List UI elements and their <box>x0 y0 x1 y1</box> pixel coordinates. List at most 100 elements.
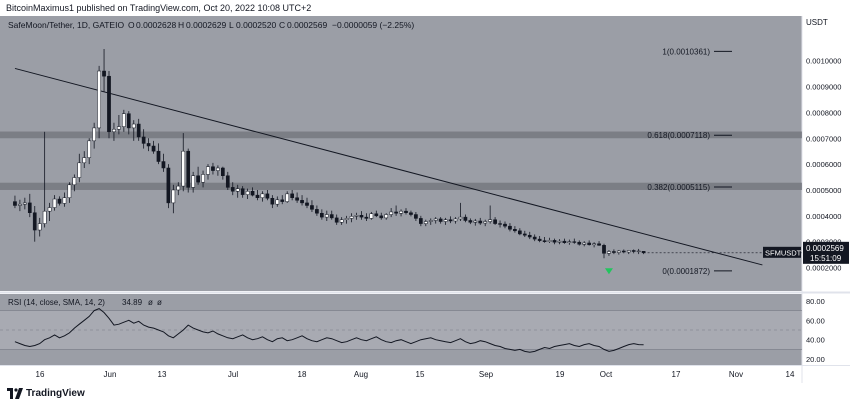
candle-body <box>151 145 156 152</box>
candle-body <box>562 240 567 243</box>
ticker-tag-bg <box>763 246 801 258</box>
footer-brand: TradingView <box>26 388 85 399</box>
ticker-tag: SFMUSDT <box>765 248 802 257</box>
candle-body <box>77 162 82 178</box>
candle-body <box>42 210 47 224</box>
time-tick-1: Jun <box>104 370 117 379</box>
candle-body <box>468 220 473 223</box>
candle-body <box>409 212 413 215</box>
price-tick-3: 0.0007000 <box>806 134 841 143</box>
time-tick-8: 19 <box>556 370 565 379</box>
price-tick-0: 0.0010000 <box>806 57 841 66</box>
fib-label-0: 1(0.0010361) <box>662 47 710 56</box>
candle-body <box>453 218 458 222</box>
candle-body <box>23 202 27 205</box>
candle-body <box>389 211 393 215</box>
legend-low-label: L <box>229 20 234 30</box>
currency-label: USDT <box>806 18 828 27</box>
candle-body <box>324 214 329 218</box>
legend-open-value: 0.0002628 <box>136 20 176 30</box>
rsi-legend-name: RSI (14, close, SMA, 14, 2) <box>8 298 105 307</box>
rsi-legend-value: 34.89 <box>122 298 143 307</box>
candle-body <box>250 191 255 196</box>
resistance-zone-1 <box>0 182 802 190</box>
candle-body <box>161 161 166 169</box>
candle-body <box>87 140 92 158</box>
candle-body <box>171 189 176 204</box>
candle-body <box>67 184 72 198</box>
price-tag-value: 0.0002569 <box>806 244 844 253</box>
candle-body <box>636 250 641 253</box>
time-tick-7: Sep <box>479 370 494 379</box>
candle-body <box>186 150 191 188</box>
candle-body <box>488 219 492 222</box>
time-tick-11: Nov <box>729 370 743 379</box>
candle-body <box>240 188 245 195</box>
candle-body <box>617 250 621 253</box>
time-tick-6: 15 <box>416 370 425 379</box>
fib-label-3: 0(0.0001872) <box>662 267 710 276</box>
candle-body <box>166 167 171 204</box>
candle-body <box>473 220 478 223</box>
footer: TradingView <box>0 384 850 403</box>
candle-body <box>493 219 497 224</box>
candle-body <box>146 143 151 147</box>
rsi-line <box>14 308 644 353</box>
time-tick-10: 17 <box>672 370 681 379</box>
candle-body <box>27 202 32 213</box>
candle-body <box>612 251 616 253</box>
main-panel[interactable] <box>0 16 802 291</box>
candle-body <box>394 211 398 214</box>
time-tick-12: 14 <box>786 370 795 379</box>
candle-body <box>557 240 562 243</box>
candle-body <box>141 136 146 144</box>
candle-body <box>300 200 304 204</box>
time-tick-2: 13 <box>158 370 167 379</box>
candle-body <box>37 223 42 231</box>
candle-body <box>374 213 379 217</box>
candle-body <box>364 216 369 219</box>
price-scale[interactable] <box>802 16 850 365</box>
candle-body <box>320 212 324 218</box>
candle-body <box>47 207 52 212</box>
price-tick-1: 0.0009000 <box>806 83 841 92</box>
candle-body <box>131 123 136 129</box>
tradingview-logo-icon <box>7 388 23 399</box>
candle-body <box>369 213 374 219</box>
candle-body <box>122 113 126 127</box>
candle-body <box>136 123 141 138</box>
price-tick-5: 0.0005000 <box>806 186 841 195</box>
legend-high-label: H <box>178 20 184 30</box>
time-tick-9: Oct <box>600 370 613 379</box>
candle-body <box>117 126 121 130</box>
legend-low-value: 0.0002520 <box>236 20 276 30</box>
candle-body <box>631 250 636 252</box>
time-tick-5: Aug <box>354 370 368 379</box>
candle-body <box>582 242 587 245</box>
legend-close-value: 0.0002569 <box>287 20 327 30</box>
candle-body <box>339 219 344 223</box>
candle-body <box>567 241 572 243</box>
candle-body <box>62 197 67 204</box>
candle-body <box>18 203 22 206</box>
chart-container[interactable]: 1(0.0010361) 0.618(0.0007118) 0.382(0.0005… <box>0 16 850 383</box>
candle-body <box>537 238 542 241</box>
candle-body <box>181 150 186 187</box>
price-tag-countdown: 15:51:09 <box>810 254 842 263</box>
candle-body <box>102 70 106 77</box>
candle-body <box>126 113 131 129</box>
candle-body <box>270 197 275 205</box>
candle-body <box>428 220 433 222</box>
candle-body <box>458 216 463 220</box>
chart-svg[interactable]: 1(0.0010361) 0.618(0.0007118) 0.382(0.0005… <box>0 16 850 383</box>
candle-body <box>211 166 215 171</box>
candle-body <box>13 201 17 206</box>
candle-body <box>57 198 62 204</box>
candle-body <box>290 193 294 198</box>
candle-body <box>626 250 631 253</box>
candle-body <box>97 70 101 129</box>
time-tick-3: Jul <box>228 370 238 379</box>
candle-body <box>349 216 354 219</box>
candle-body <box>513 229 517 232</box>
candle-body <box>423 221 428 224</box>
